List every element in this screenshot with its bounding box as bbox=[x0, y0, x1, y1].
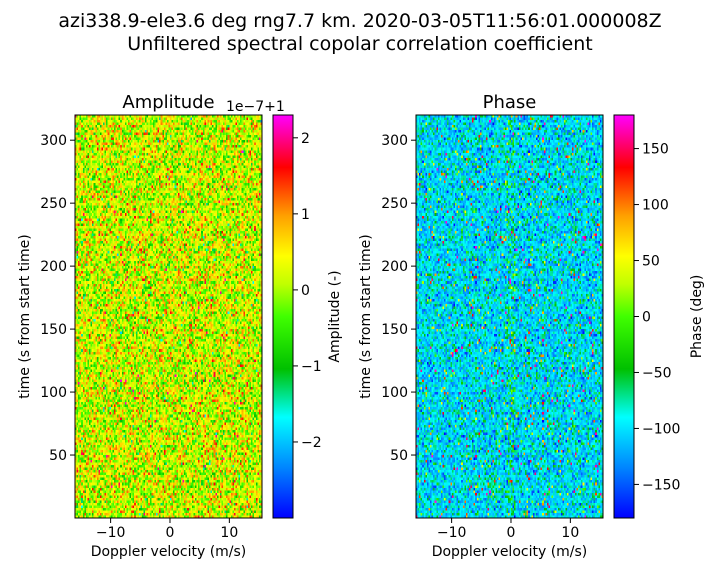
colorbar-tick-label: −150 bbox=[642, 477, 680, 493]
y-tick-label: 150 bbox=[381, 322, 408, 338]
y-tick-label: 200 bbox=[40, 259, 67, 275]
panel-title: Amplitude bbox=[122, 92, 214, 113]
y-axis-label: time (s from start time) bbox=[17, 234, 33, 398]
y-tick-label: 250 bbox=[40, 196, 67, 212]
panel-amplitude: Amplitude−10 0 1050100150200250300Doppler … bbox=[17, 92, 343, 560]
x-tick-label: −10 bbox=[96, 525, 126, 541]
colorbar-label: Amplitude (-) bbox=[327, 270, 343, 362]
colorbar-tick-label: −100 bbox=[642, 421, 680, 437]
y-tick-label: 50 bbox=[49, 448, 67, 464]
axes-frame bbox=[415, 114, 604, 519]
axes-frame bbox=[74, 114, 263, 519]
colorbar-tick-label: −2 bbox=[301, 435, 322, 451]
colorbar bbox=[272, 114, 294, 519]
figure-title-line1: azi338.9-ele3.6 deg rng7.7 km. 2020-03-0… bbox=[58, 10, 662, 32]
x-tick-label: 10 bbox=[220, 525, 238, 541]
colorbar-tick-label: 1 bbox=[301, 207, 310, 223]
x-tick-label: 0 bbox=[507, 525, 516, 541]
x-axis-label: Doppler velocity (m/s) bbox=[91, 544, 247, 560]
colorbar-tick-label: −50 bbox=[642, 365, 672, 381]
x-axis-label: Doppler velocity (m/s) bbox=[432, 544, 588, 560]
y-tick-label: 100 bbox=[40, 385, 67, 401]
panel-title: Phase bbox=[483, 92, 537, 113]
colorbar-tick-label: 0 bbox=[642, 310, 651, 326]
colorbar-tick-label: −1 bbox=[301, 359, 322, 375]
heatmap-image bbox=[75, 115, 262, 518]
x-tick-label: 10 bbox=[561, 525, 579, 541]
colorbar-tick-label: 2 bbox=[301, 131, 310, 147]
x-tick-label: −10 bbox=[437, 525, 467, 541]
colorbar-label: Phase (deg) bbox=[689, 275, 705, 359]
y-tick-label: 100 bbox=[381, 385, 408, 401]
y-tick-label: 250 bbox=[381, 196, 408, 212]
y-tick-label: 150 bbox=[40, 322, 67, 338]
colorbar-tick-label: 150 bbox=[642, 142, 669, 158]
y-tick-label: 200 bbox=[381, 259, 408, 275]
colorbar-tick-label: 0 bbox=[301, 283, 310, 299]
colorbar bbox=[613, 114, 635, 519]
y-tick-label: 300 bbox=[381, 133, 408, 149]
x-tick-label: 0 bbox=[166, 525, 175, 541]
colorbar-tick-label: 50 bbox=[642, 254, 660, 270]
y-axis-label: time (s from start time) bbox=[358, 234, 374, 398]
y-tick-label: 50 bbox=[390, 448, 408, 464]
y-tick-label: 300 bbox=[40, 133, 67, 149]
colorbar-offset-text: 1e−7+1 bbox=[226, 99, 285, 115]
figure-title-line2: Unfiltered spectral copolar correlation … bbox=[127, 33, 593, 55]
colorbar-tick-label: 100 bbox=[642, 198, 669, 214]
heatmap-image bbox=[416, 115, 603, 518]
